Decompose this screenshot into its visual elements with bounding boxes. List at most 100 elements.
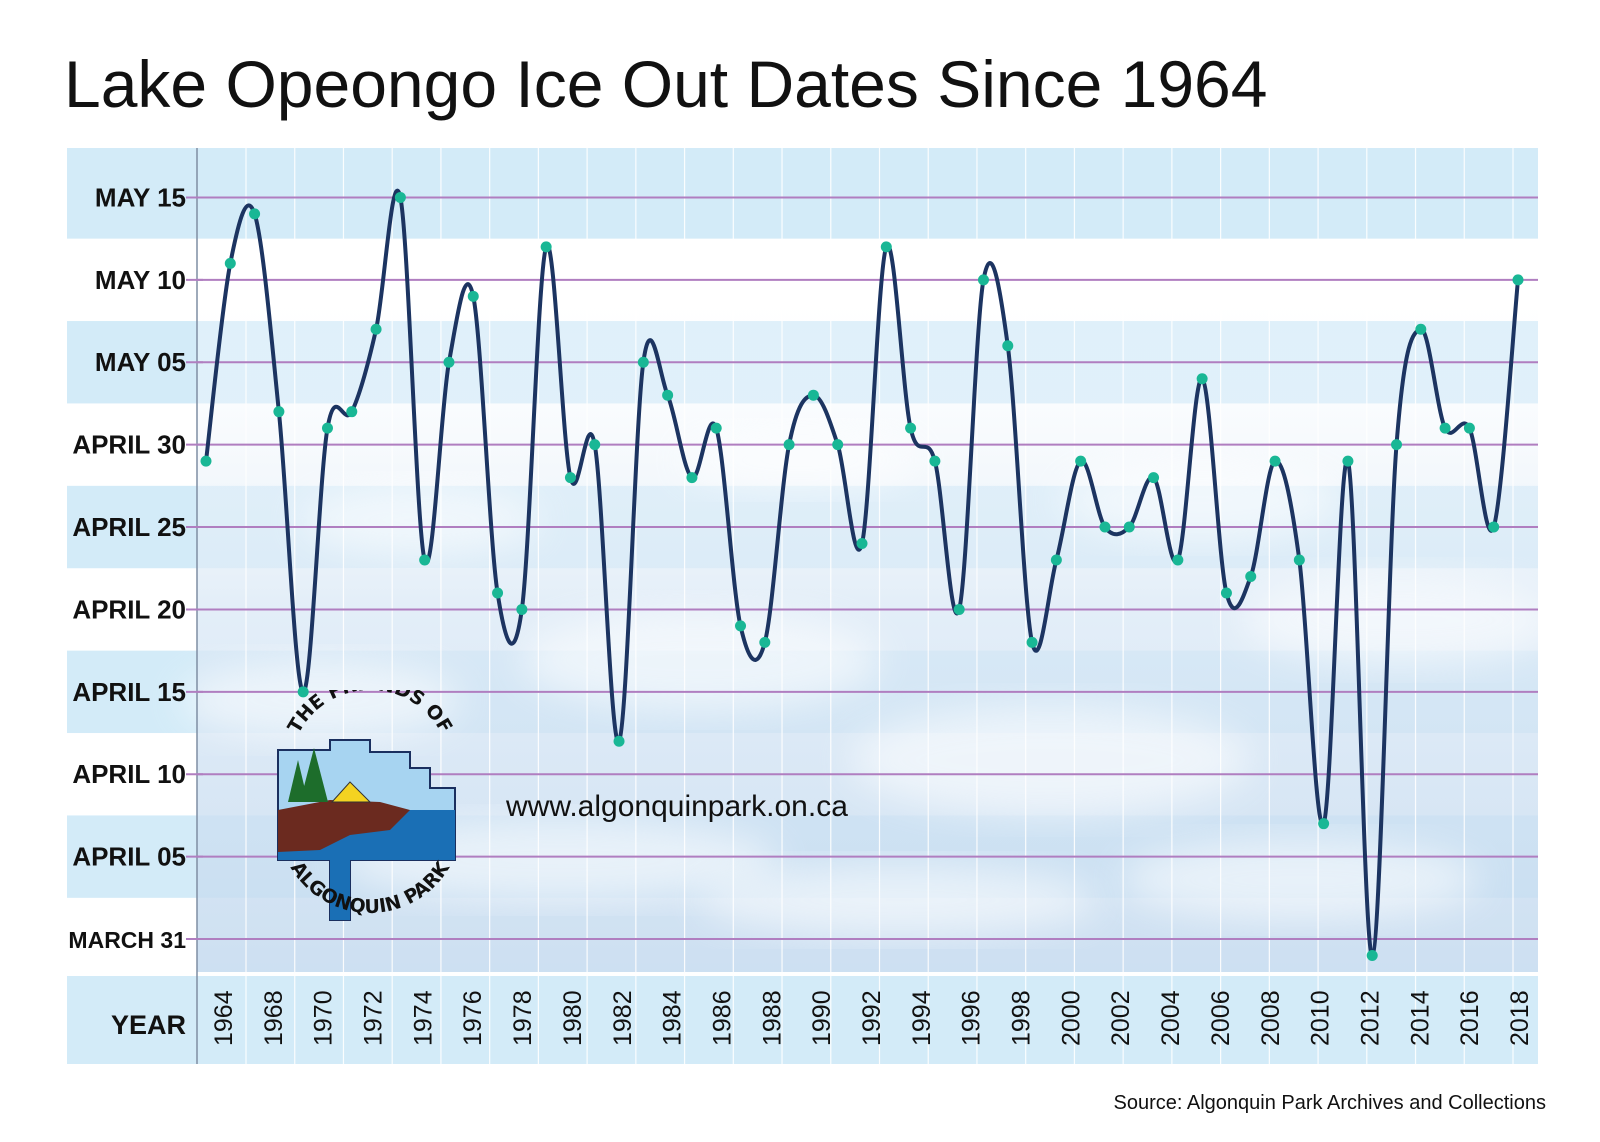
x-tick-label: 2000	[1057, 990, 1085, 1046]
website-url: www.algonquinpark.on.ca	[506, 790, 848, 823]
x-tick-label: 1984	[659, 990, 687, 1046]
x-tick-label: 1990	[808, 990, 836, 1046]
data-point	[321, 422, 333, 434]
data-point	[613, 735, 625, 747]
x-tick-label: 2002	[1107, 990, 1135, 1046]
x-tick-label: 1978	[509, 990, 537, 1046]
data-point	[807, 389, 819, 401]
data-point	[467, 290, 479, 302]
y-tick-label: APRIL 15	[72, 677, 186, 707]
data-point	[394, 191, 406, 203]
x-tick-label: 1996	[958, 990, 986, 1046]
x-axis-label: YEAR	[111, 1010, 186, 1040]
x-tick-label: 1994	[908, 990, 936, 1046]
data-point	[929, 455, 941, 467]
x-tick-label: 2004	[1157, 990, 1185, 1046]
data-point	[662, 389, 674, 401]
data-point	[346, 406, 358, 418]
data-point	[540, 241, 552, 253]
ice-out-series	[200, 188, 1524, 962]
x-tick-label: 1988	[758, 990, 786, 1046]
y-tick-label: APRIL 25	[72, 512, 186, 542]
data-point	[1099, 521, 1111, 533]
data-point	[273, 406, 285, 418]
data-point	[953, 603, 965, 615]
friends-of-algonquin-park-logo: THE FRIENDS OF ALGONQUIN PARK	[270, 673, 470, 930]
data-point	[516, 603, 528, 615]
data-point	[249, 208, 261, 220]
data-point	[297, 686, 309, 698]
year-axis-band	[67, 976, 1538, 1064]
x-tick-label: 1968	[260, 990, 288, 1046]
data-point	[1050, 554, 1062, 566]
data-point	[686, 472, 698, 484]
data-point	[1123, 521, 1135, 533]
x-tick-label: 2016	[1456, 990, 1484, 1046]
data-point	[1512, 274, 1524, 286]
y-tick-label: APRIL 30	[72, 430, 186, 460]
data-point	[492, 587, 504, 599]
data-point	[419, 554, 431, 566]
data-point	[1172, 554, 1184, 566]
source-note: Source: Algonquin Park Archives and Coll…	[1113, 1092, 1546, 1114]
data-point	[370, 323, 382, 335]
data-point	[710, 422, 722, 434]
data-point	[1439, 422, 1451, 434]
x-tick-label: 1992	[858, 990, 886, 1046]
x-tick-label: 1974	[409, 990, 437, 1046]
y-tick-label: APRIL 05	[72, 842, 186, 872]
data-point	[443, 356, 455, 368]
y-tick-label: MAY 05	[95, 347, 186, 377]
data-point	[1463, 422, 1475, 434]
data-point	[224, 257, 236, 269]
data-point	[880, 241, 892, 253]
x-tick-label: 1970	[310, 990, 338, 1046]
data-point	[832, 439, 844, 451]
x-tick-label: 1986	[708, 990, 736, 1046]
y-tick-label: MAY 15	[95, 182, 186, 212]
data-point	[977, 274, 989, 286]
data-point	[1342, 455, 1354, 467]
data-point	[637, 356, 649, 368]
x-tick-label: 1964	[210, 990, 238, 1046]
data-point	[1415, 323, 1427, 335]
data-point	[1220, 587, 1232, 599]
data-point	[1488, 521, 1500, 533]
x-tick-label: 2012	[1356, 990, 1384, 1046]
y-tick-label: MARCH 31	[68, 927, 186, 953]
data-point	[200, 455, 212, 467]
data-point	[856, 538, 868, 550]
x-tick-label: 2006	[1207, 990, 1235, 1046]
data-point	[783, 439, 795, 451]
data-point	[1269, 455, 1281, 467]
axis-labels: YEAR MAY 15 MAY 10 MAY 05 APRIL 30 APRIL 25 A…	[68, 182, 1534, 1046]
y-tick-label: APRIL 20	[72, 594, 186, 624]
svg-text:ALGONQUIN PARK: ALGONQUIN PARK	[286, 857, 455, 919]
svg-text:THE FRIENDS OF: THE FRIENDS OF	[284, 690, 457, 737]
data-point	[1002, 340, 1014, 352]
date-gridlines	[186, 196, 1538, 941]
data-point	[589, 439, 601, 451]
data-point	[564, 472, 576, 484]
x-tick-label: 2010	[1307, 990, 1335, 1046]
data-point	[1366, 950, 1378, 962]
x-tick-label: 2008	[1257, 990, 1285, 1046]
data-point	[1293, 554, 1305, 566]
data-point	[905, 422, 917, 434]
data-point	[1196, 373, 1208, 385]
data-point	[759, 636, 771, 648]
x-tick-label: 1982	[609, 990, 637, 1046]
background-band	[67, 148, 1538, 239]
data-point	[1391, 439, 1403, 451]
chart-title: Lake Opeongo Ice Out Dates Since 1964	[64, 47, 1268, 121]
data-point	[1075, 455, 1087, 467]
x-tick-label: 1998	[1008, 990, 1036, 1046]
x-tick-label: 1976	[459, 990, 487, 1046]
data-point	[1245, 570, 1257, 582]
y-tick-label: MAY 10	[95, 265, 186, 295]
data-point	[1318, 818, 1330, 830]
x-tick-label: 1980	[559, 990, 587, 1046]
y-tick-label: APRIL 10	[72, 759, 186, 789]
data-point	[1148, 472, 1160, 484]
